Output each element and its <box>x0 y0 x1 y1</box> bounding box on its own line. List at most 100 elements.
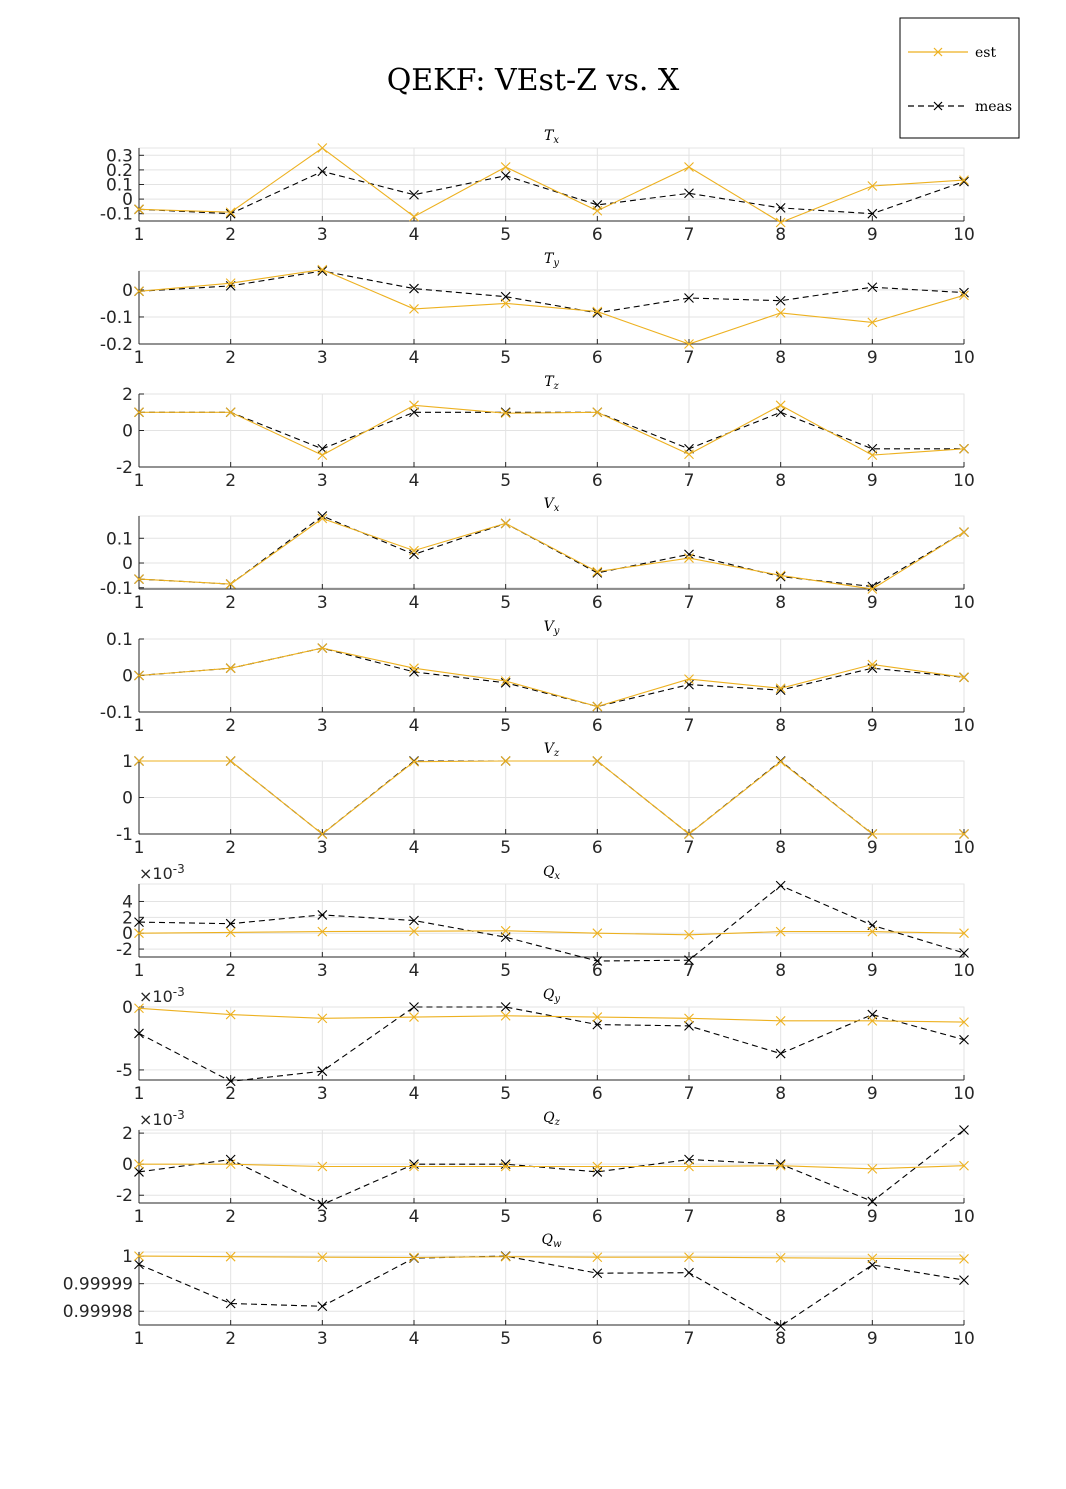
data-point-est <box>500 676 511 686</box>
data-point-est <box>775 570 786 581</box>
data-point-meas <box>592 956 603 966</box>
data-point-est <box>775 1160 786 1171</box>
x-tick-label: 9 <box>867 225 878 245</box>
data-point-est <box>409 663 419 674</box>
data-point-est <box>959 290 969 301</box>
y-tick-label: 0.99999 <box>63 1275 133 1295</box>
data-point-meas <box>959 1275 969 1285</box>
x-tick-label: 9 <box>867 593 878 613</box>
data-point-est <box>592 1252 603 1263</box>
data-point-meas <box>592 1268 603 1279</box>
y-tick-label: 0.1 <box>106 630 133 650</box>
x-tick-label: 10 <box>953 471 975 491</box>
data-point-meas <box>684 188 694 199</box>
data-point-meas <box>409 1159 419 1170</box>
data-point-meas <box>867 1196 878 1207</box>
x-tick-label: 2 <box>225 1329 236 1349</box>
x-tick-label: 10 <box>953 1207 975 1227</box>
data-point-meas <box>225 1154 236 1165</box>
data-point-meas <box>775 1321 786 1331</box>
x-tick-label: 8 <box>775 716 786 736</box>
x-tick-label: 5 <box>500 716 511 736</box>
data-point-est <box>592 928 603 939</box>
data-point-meas <box>775 1048 786 1059</box>
data-point-est <box>500 756 511 766</box>
series-line-meas <box>138 170 965 215</box>
data-point-meas <box>867 282 878 293</box>
series-line-est <box>139 404 965 456</box>
series-line-meas <box>138 1129 965 1206</box>
subplot-qz: 1 2 3 4 5 6 7 8 9 10 -2 0 2 ×10-3 Qz <box>116 1108 975 1227</box>
x-tick-label: 5 <box>500 593 511 613</box>
data-point-est <box>500 1161 511 1172</box>
data-point-est <box>317 1161 328 1172</box>
data-point-est <box>959 829 969 839</box>
data-point-est <box>867 1253 878 1264</box>
y-tick-label: -0.1 <box>100 205 133 225</box>
data-point-est <box>684 553 694 563</box>
data-point-meas <box>317 910 328 920</box>
series-line-est <box>138 930 965 936</box>
data-point-est <box>134 928 144 939</box>
data-point-est <box>134 574 144 584</box>
x-tick-label: 3 <box>317 1329 328 1349</box>
subplot-vy: 1 2 3 4 5 6 7 8 9 10 -0.1 0 0.1 Vy <box>100 619 975 736</box>
subplot-ty: 1 2 3 4 5 6 7 8 9 10 -0.2 -0.1 0 Ty <box>100 251 975 368</box>
data-point-meas <box>317 1066 328 1077</box>
data-point-meas <box>684 293 694 303</box>
data-point-est <box>684 449 694 460</box>
x-tick-label: 1 <box>134 471 145 491</box>
x-tick-label: 1 <box>134 838 145 858</box>
x-tick-label: 3 <box>317 838 328 858</box>
data-point-est <box>867 584 878 594</box>
subplot-tz: 1 2 3 4 5 6 7 8 9 10 -2 0 2 Tz <box>116 374 975 491</box>
data-point-est <box>775 1015 786 1026</box>
data-point-meas <box>775 202 786 213</box>
data-point-meas <box>959 1125 969 1135</box>
data-point-est <box>317 829 328 839</box>
series-line-est <box>138 1255 965 1260</box>
data-point-est <box>409 303 419 314</box>
data-point-est <box>775 683 786 694</box>
y-tick-label: -0.1 <box>100 703 133 723</box>
subplot-title: Qx <box>543 864 560 882</box>
data-point-est <box>959 672 969 683</box>
x-tick-label: 8 <box>775 348 786 368</box>
y-exponent-label: ×10-3 <box>139 1108 185 1129</box>
data-point-meas <box>500 1159 511 1170</box>
data-point-meas <box>409 283 419 294</box>
x-tick-label: 10 <box>953 838 975 858</box>
data-point-meas <box>959 176 969 187</box>
x-tick-label: 7 <box>684 1084 695 1104</box>
data-point-est <box>959 928 969 939</box>
x-tick-label: 4 <box>409 471 420 491</box>
data-point-est <box>409 756 419 767</box>
data-point-est <box>684 162 694 172</box>
x-tick-label: 4 <box>409 1207 420 1227</box>
series-line-meas <box>138 1255 965 1327</box>
data-point-meas <box>867 208 878 219</box>
x-tick-label: 4 <box>409 838 420 858</box>
y-tick-label: 0 <box>122 667 133 687</box>
x-tick-label: 8 <box>775 225 786 245</box>
data-point-est <box>592 306 603 317</box>
x-tick-label: 6 <box>592 1207 603 1227</box>
y-tick-label: 0.99998 <box>63 1302 133 1322</box>
legend: est meas <box>899 17 1020 139</box>
data-point-meas <box>775 571 786 582</box>
x-tick-label: 9 <box>867 1207 878 1227</box>
data-point-est <box>775 926 786 937</box>
x-tick-label: 8 <box>775 471 786 491</box>
x-tick-label: 1 <box>134 961 145 981</box>
data-point-meas <box>775 1159 786 1170</box>
y-tick-label: 2 <box>122 385 133 405</box>
x-tick-label: 7 <box>684 225 695 245</box>
data-point-meas <box>317 1301 328 1312</box>
data-point-meas <box>134 1167 144 1177</box>
x-tick-label: 1 <box>134 1084 145 1104</box>
plot-area <box>138 883 965 958</box>
data-point-est <box>775 217 786 228</box>
x-tick-label: 3 <box>317 593 328 613</box>
y-tick-label: 0 <box>122 1155 133 1175</box>
